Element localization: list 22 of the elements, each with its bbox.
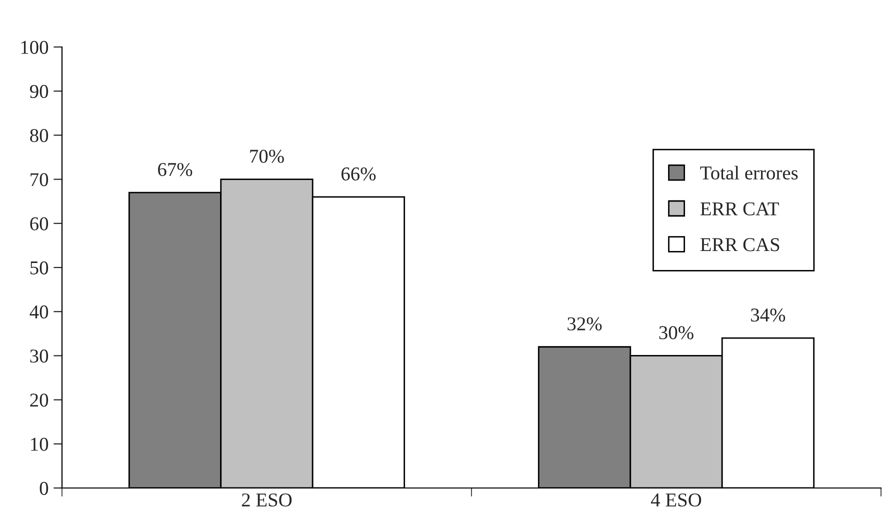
data-label: 34% <box>751 308 786 322</box>
y-tick-label: 70 <box>30 173 48 186</box>
y-tick-label: 40 <box>30 305 48 319</box>
data-label: 67% <box>158 162 192 176</box>
y-tick-label: 50 <box>30 261 48 274</box>
legend-label: ERR CAS <box>700 238 780 252</box>
legend-label: ERR CAT <box>700 202 779 216</box>
data-label: 30% <box>659 326 694 340</box>
y-tick-label: 90 <box>30 84 48 98</box>
y-tick-label: 80 <box>30 129 48 142</box>
y-tick-label: 0 <box>40 482 48 495</box>
y-tick-label: 100 <box>21 40 48 54</box>
x-tick-label: 2 ESO <box>242 493 292 507</box>
y-tick-label: 60 <box>30 217 48 230</box>
y-tick-label: 30 <box>30 350 48 363</box>
data-label: 70% <box>250 150 284 163</box>
legend-label: Total errores <box>700 166 798 180</box>
data-label: 66% <box>341 167 376 181</box>
x-tick-label: 4 ESO <box>650 493 702 507</box>
data-label: 32% <box>568 317 602 330</box>
y-tick-label: 20 <box>30 394 48 407</box>
y-tick-label: 10 <box>31 438 48 451</box>
